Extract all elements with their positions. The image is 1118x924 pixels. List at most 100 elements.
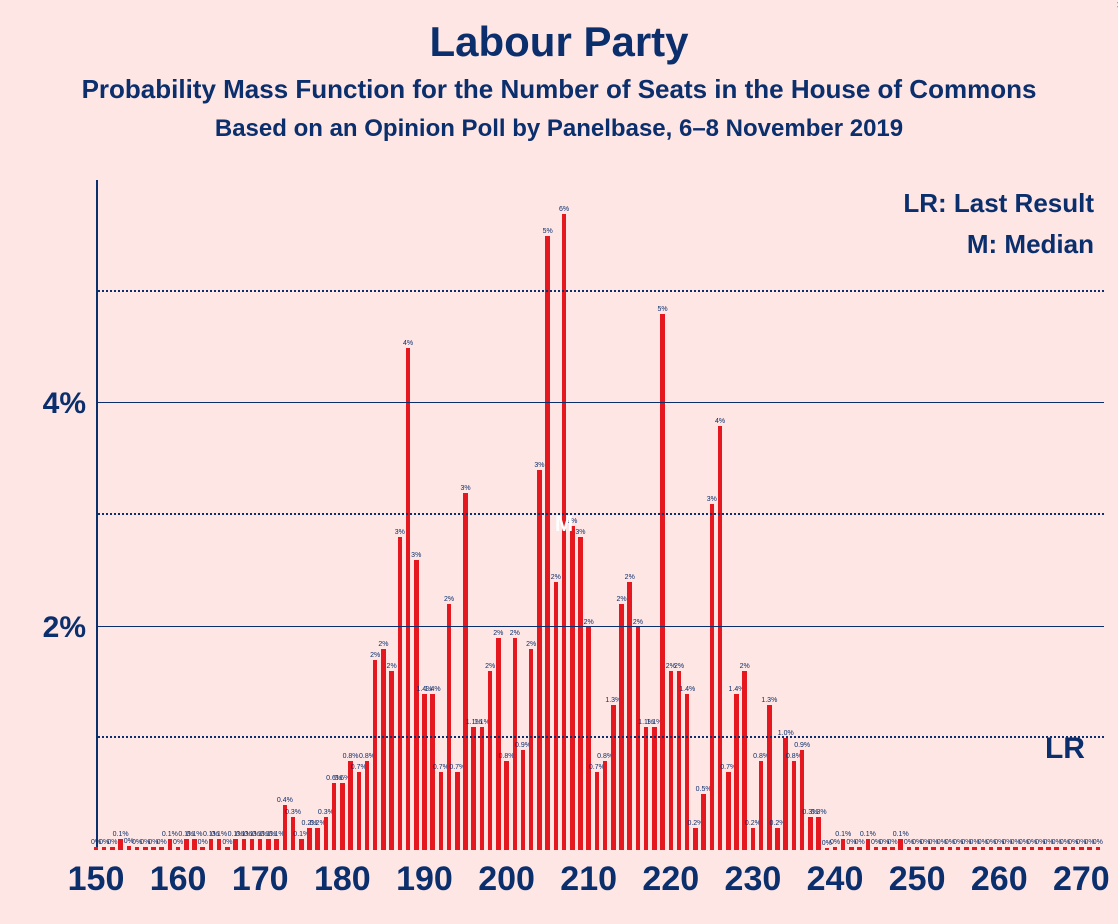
- y-tick-label: 4%: [6, 387, 86, 421]
- bar: [701, 794, 706, 850]
- median-marker: M: [555, 511, 573, 537]
- bar: [340, 783, 345, 850]
- bar: [931, 847, 936, 850]
- bar: [841, 839, 846, 850]
- bar-value-label: 4%: [715, 418, 725, 425]
- bar: [874, 847, 879, 850]
- bar: [997, 847, 1002, 850]
- bar: [463, 493, 468, 850]
- bars-container: 0%0%0%0.1%0%0%0%0%0%0.1%0%0.1%0.1%0%0.1%…: [96, 180, 1106, 850]
- bar: [135, 847, 140, 850]
- bar-value-label: 0.1%: [835, 831, 851, 838]
- bar: [200, 847, 205, 850]
- bar: [627, 582, 632, 850]
- chart-subtitle-2: Based on an Opinion Poll by Panelbase, 6…: [0, 105, 1118, 143]
- bar: [381, 649, 386, 850]
- bar-value-label: 0.1%: [860, 831, 876, 838]
- bar-value-label: 2%: [625, 574, 635, 581]
- bar: [233, 839, 238, 850]
- bar: [504, 761, 509, 850]
- bar-value-label: 2%: [740, 663, 750, 670]
- bar-value-label: 1.4%: [425, 686, 441, 693]
- bar-value-label: 0%: [855, 839, 865, 846]
- bar: [307, 828, 312, 850]
- bar: [907, 847, 912, 850]
- bar: [603, 761, 608, 850]
- bar: [545, 236, 550, 850]
- bar: [964, 847, 969, 850]
- bar: [619, 604, 624, 850]
- bar: [1005, 847, 1010, 850]
- bar: [217, 839, 222, 850]
- chart-subtitle-1: Probability Mass Function for the Number…: [0, 66, 1118, 105]
- bar-value-label: 0.3%: [285, 809, 301, 816]
- bar: [324, 817, 329, 851]
- bar: [94, 847, 99, 850]
- bar: [644, 727, 649, 850]
- bar: [767, 705, 772, 850]
- x-tick-label: 170: [232, 860, 289, 899]
- bar: [866, 839, 871, 850]
- bar-value-label: 3%: [707, 496, 717, 503]
- bar-value-label: 0.4%: [277, 797, 293, 804]
- bar-value-label: 5%: [543, 228, 553, 235]
- y-tick-label: 2%: [6, 611, 86, 645]
- bar: [759, 761, 764, 850]
- bar: [184, 839, 189, 850]
- x-axis-labels: 150160170180190200210220230240250260270: [96, 860, 1106, 910]
- bar: [299, 839, 304, 850]
- bar-value-label: 1.3%: [761, 697, 777, 704]
- bar-value-label: 2%: [584, 619, 594, 626]
- bar-value-label: 0.8%: [343, 753, 359, 760]
- plot-area: 0%0%0%0.1%0%0%0%0%0%0.1%0%0.1%0.1%0%0.1%…: [96, 180, 1106, 850]
- bar: [537, 470, 542, 850]
- bar-value-label: 0.9%: [794, 742, 810, 749]
- bar-value-label: 1.4%: [679, 686, 695, 693]
- bar: [1022, 847, 1027, 850]
- bar: [480, 727, 485, 850]
- bar-value-label: 0.3%: [811, 809, 827, 816]
- chart-title: Labour Party: [0, 0, 1118, 66]
- bar: [159, 847, 164, 850]
- bar: [1038, 847, 1043, 850]
- bar: [439, 772, 444, 850]
- gridline: [98, 626, 1104, 627]
- bar-value-label: 2%: [378, 641, 388, 648]
- bar: [1046, 847, 1051, 850]
- bar-value-label: 3%: [575, 529, 585, 536]
- bar: [168, 839, 173, 850]
- bar: [833, 847, 838, 850]
- bar: [357, 772, 362, 850]
- bar-value-label: 0%: [830, 839, 840, 846]
- bar: [890, 847, 895, 850]
- bar-value-label: 6%: [559, 206, 569, 213]
- bar: [1013, 847, 1018, 850]
- x-tick-label: 210: [560, 860, 617, 899]
- bar: [266, 839, 271, 850]
- bar: [989, 847, 994, 850]
- bar: [332, 783, 337, 850]
- bar: [365, 761, 370, 850]
- bar: [775, 828, 780, 850]
- bar-value-label: 5%: [658, 306, 668, 313]
- gridline: [98, 402, 1104, 403]
- bar-value-label: 2%: [510, 630, 520, 637]
- bar: [430, 694, 435, 850]
- bar-value-label: 2%: [444, 596, 454, 603]
- bar: [1087, 847, 1092, 850]
- bar: [110, 847, 115, 850]
- bar: [406, 348, 411, 851]
- bar-value-label: 2%: [526, 641, 536, 648]
- x-tick-label: 190: [396, 860, 453, 899]
- bar: [611, 705, 616, 850]
- bar-value-label: 2%: [370, 652, 380, 659]
- bar: [496, 638, 501, 850]
- bar: [948, 847, 953, 850]
- bar-value-label: 0%: [107, 839, 117, 846]
- bar: [389, 671, 394, 850]
- x-tick-label: 160: [150, 860, 207, 899]
- bar: [693, 828, 698, 850]
- bar: [315, 828, 320, 850]
- bar: [192, 839, 197, 850]
- bar: [422, 694, 427, 850]
